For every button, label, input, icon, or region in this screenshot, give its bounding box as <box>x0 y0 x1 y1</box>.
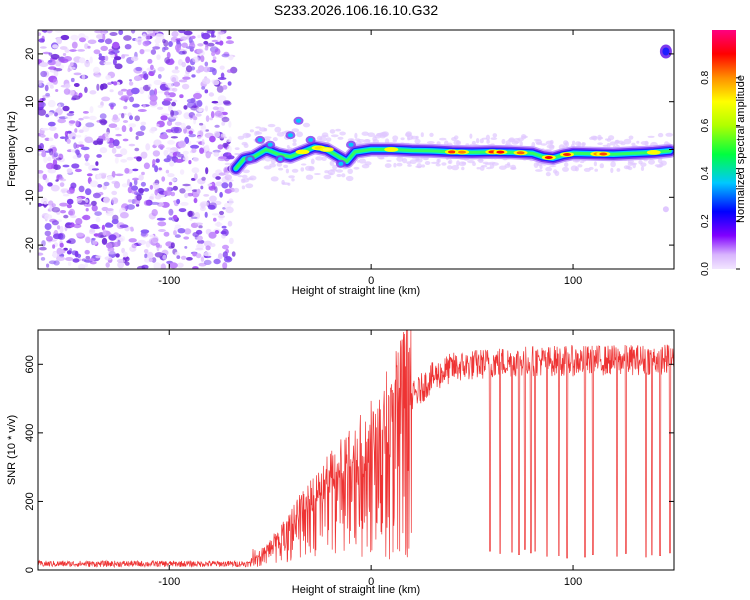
spectrogram-ytick-label: -20 <box>24 237 36 253</box>
snr-xtick-label: 0 <box>368 576 374 588</box>
colorbar-gradient <box>712 30 736 269</box>
spectrogram-xtick-label: -100 <box>158 275 180 287</box>
spectrogram-ytick-label: 10 <box>24 96 36 108</box>
snr-ytick-label: 0 <box>24 567 36 573</box>
snr-xtick-label: 100 <box>564 576 582 588</box>
colorbar-tick-label: 0.4 <box>700 166 711 180</box>
spectrogram-ridge <box>228 116 674 193</box>
snr-ytick-label: 400 <box>24 424 36 442</box>
spectrogram-xtick-label: 100 <box>564 275 582 287</box>
snr-y-axis: 0 200 400 600 <box>24 355 674 573</box>
spectrogram-ytick-label: -10 <box>24 189 36 205</box>
colorbar-tick-label: 0.6 <box>700 118 711 132</box>
figure-title: S233.2026.106.16.10.G32 <box>274 2 438 18</box>
snr-ylabel: SNR (10 * v/v) <box>6 415 18 485</box>
spectrogram-x-axis: -100 0 100 <box>158 30 582 287</box>
colorbar-label: Normalized spectral amplitude <box>735 75 747 223</box>
spectrogram-ytick-label: 20 <box>24 48 36 60</box>
snr-panel: -100 0 100 0 200 400 600 Height of straight l… <box>6 329 675 596</box>
colorbar-tick-label: 0.8 <box>700 70 711 84</box>
spectrogram-xtick-label: 0 <box>368 275 374 287</box>
snr-xlabel: Height of straight line (km) <box>292 584 420 596</box>
snr-ytick-label: 600 <box>24 355 36 373</box>
colorbar-ticks: 0.0 0.2 0.4 0.6 0.8 <box>700 70 740 276</box>
snr-frame <box>37 329 675 571</box>
spectrogram-artifacts <box>659 44 672 213</box>
spectrogram-xlabel: Height of straight line (km) <box>292 285 420 297</box>
snr-x-axis: -100 0 100 <box>158 330 582 588</box>
colorbar-tick-label: 0.2 <box>700 214 711 228</box>
spectrogram-y-axis: 20 10 0 -10 -20 <box>24 48 674 253</box>
spectrogram-ylabel: Frequency (Hz) <box>6 111 18 187</box>
spectrogram-ytick-label: 0 <box>24 146 36 152</box>
snr-xtick-label: -100 <box>158 576 180 588</box>
colorbar-tick-label: 0.0 <box>700 262 711 276</box>
snr-ytick-label: 200 <box>24 492 36 510</box>
snr-series-line <box>38 330 674 569</box>
colorbar: 0.0 0.2 0.4 0.6 0.8 Normalized spectral ampl… <box>700 30 747 276</box>
spectrogram-noise-region <box>38 30 238 269</box>
